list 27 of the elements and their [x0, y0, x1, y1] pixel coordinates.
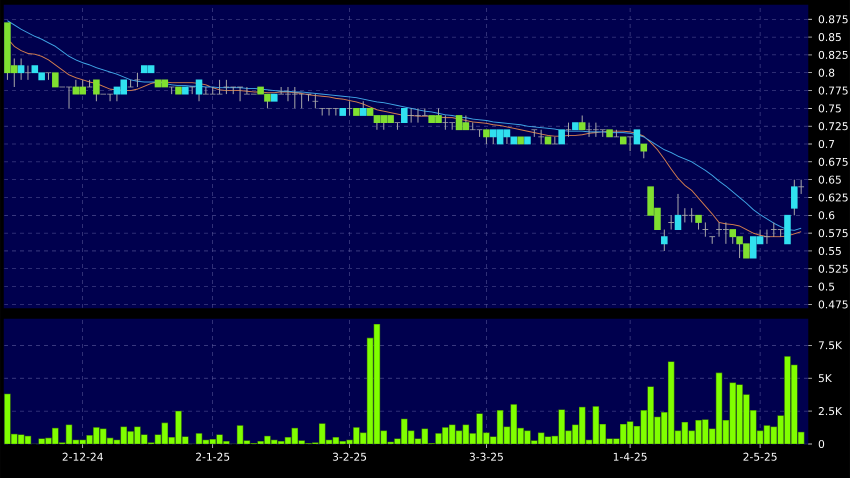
- y-tick-label: 0.6: [818, 211, 834, 220]
- y-tick-label: 0.475: [818, 300, 848, 308]
- y-tick-label: 0.55: [818, 246, 841, 255]
- y-tick-label: 0.875: [818, 15, 848, 24]
- y-tick-label: 0.525: [818, 264, 848, 273]
- y-tick-label: 0.5: [818, 282, 834, 291]
- y-tick-label: 7.5K: [818, 341, 842, 350]
- y-tick-label: 0.8: [818, 68, 834, 77]
- y-tick-label: 0.775: [818, 86, 848, 95]
- x-tick-label: 3-2-25: [332, 452, 366, 461]
- x-tick-label: 2-12-24: [62, 452, 103, 461]
- y-tick-label: 0.675: [818, 158, 848, 166]
- y-tick-label: 5K: [818, 374, 832, 382]
- y-tick-label: 2.5K: [818, 407, 842, 416]
- y-tick-label: 0.575: [818, 229, 848, 238]
- x-tick-label: 3-3-25: [470, 452, 503, 461]
- x-tick-label: 2-1-25: [196, 452, 230, 461]
- y-tick-label: 0.625: [818, 193, 848, 202]
- x-tick-label: 2-5-25: [743, 452, 777, 461]
- y-tick-label: 0.65: [818, 176, 841, 184]
- y-tick-label: 0.825: [818, 50, 848, 59]
- y-tick-label: 0: [818, 440, 824, 448]
- y-tick-label: 0.725: [818, 122, 848, 130]
- y-tick-label: 0.85: [818, 33, 841, 42]
- x-tick-label: 1-4-25: [614, 452, 647, 461]
- y-tick-label: 0.7: [818, 140, 834, 148]
- y-tick-label: 0.75: [818, 104, 841, 112]
